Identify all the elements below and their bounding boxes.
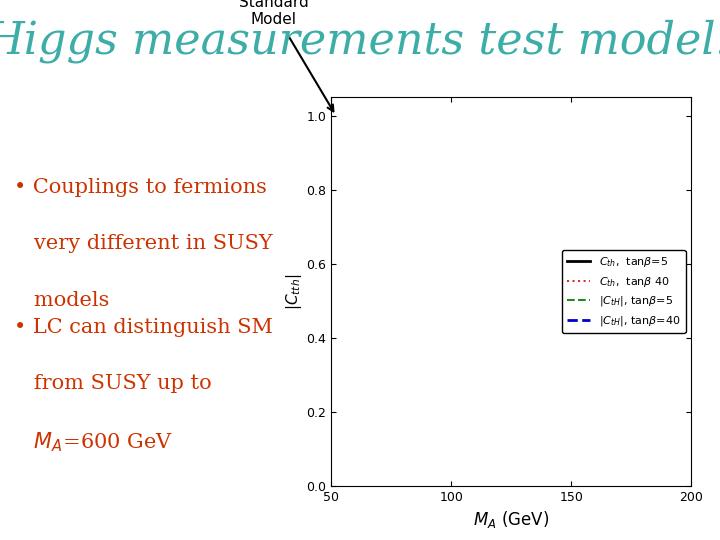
Text: • LC can distinguish SM: • LC can distinguish SM	[14, 318, 273, 337]
Text: Standard
Model: Standard Model	[239, 0, 333, 111]
Text: very different in SUSY: very different in SUSY	[14, 234, 273, 253]
Text: $M_A$=600 GeV: $M_A$=600 GeV	[14, 431, 174, 454]
Text: from SUSY up to: from SUSY up to	[14, 374, 212, 393]
Text: Higgs measurements test model!: Higgs measurements test model!	[0, 19, 720, 63]
Text: • Couplings to fermions: • Couplings to fermions	[14, 178, 267, 197]
Legend: $C_{th}$,  tan$\beta$=5, $C_{th}$,  tan$\beta$ 40, $|C_{tH}|$, tan$\beta$=5, $|C: $C_{th}$, tan$\beta$=5, $C_{th}$, tan$\b…	[562, 249, 685, 334]
Y-axis label: $|C_{tth}|$: $|C_{tth}|$	[284, 273, 304, 310]
X-axis label: $M_A$ (GeV): $M_A$ (GeV)	[473, 509, 549, 530]
Text: models: models	[14, 291, 109, 310]
